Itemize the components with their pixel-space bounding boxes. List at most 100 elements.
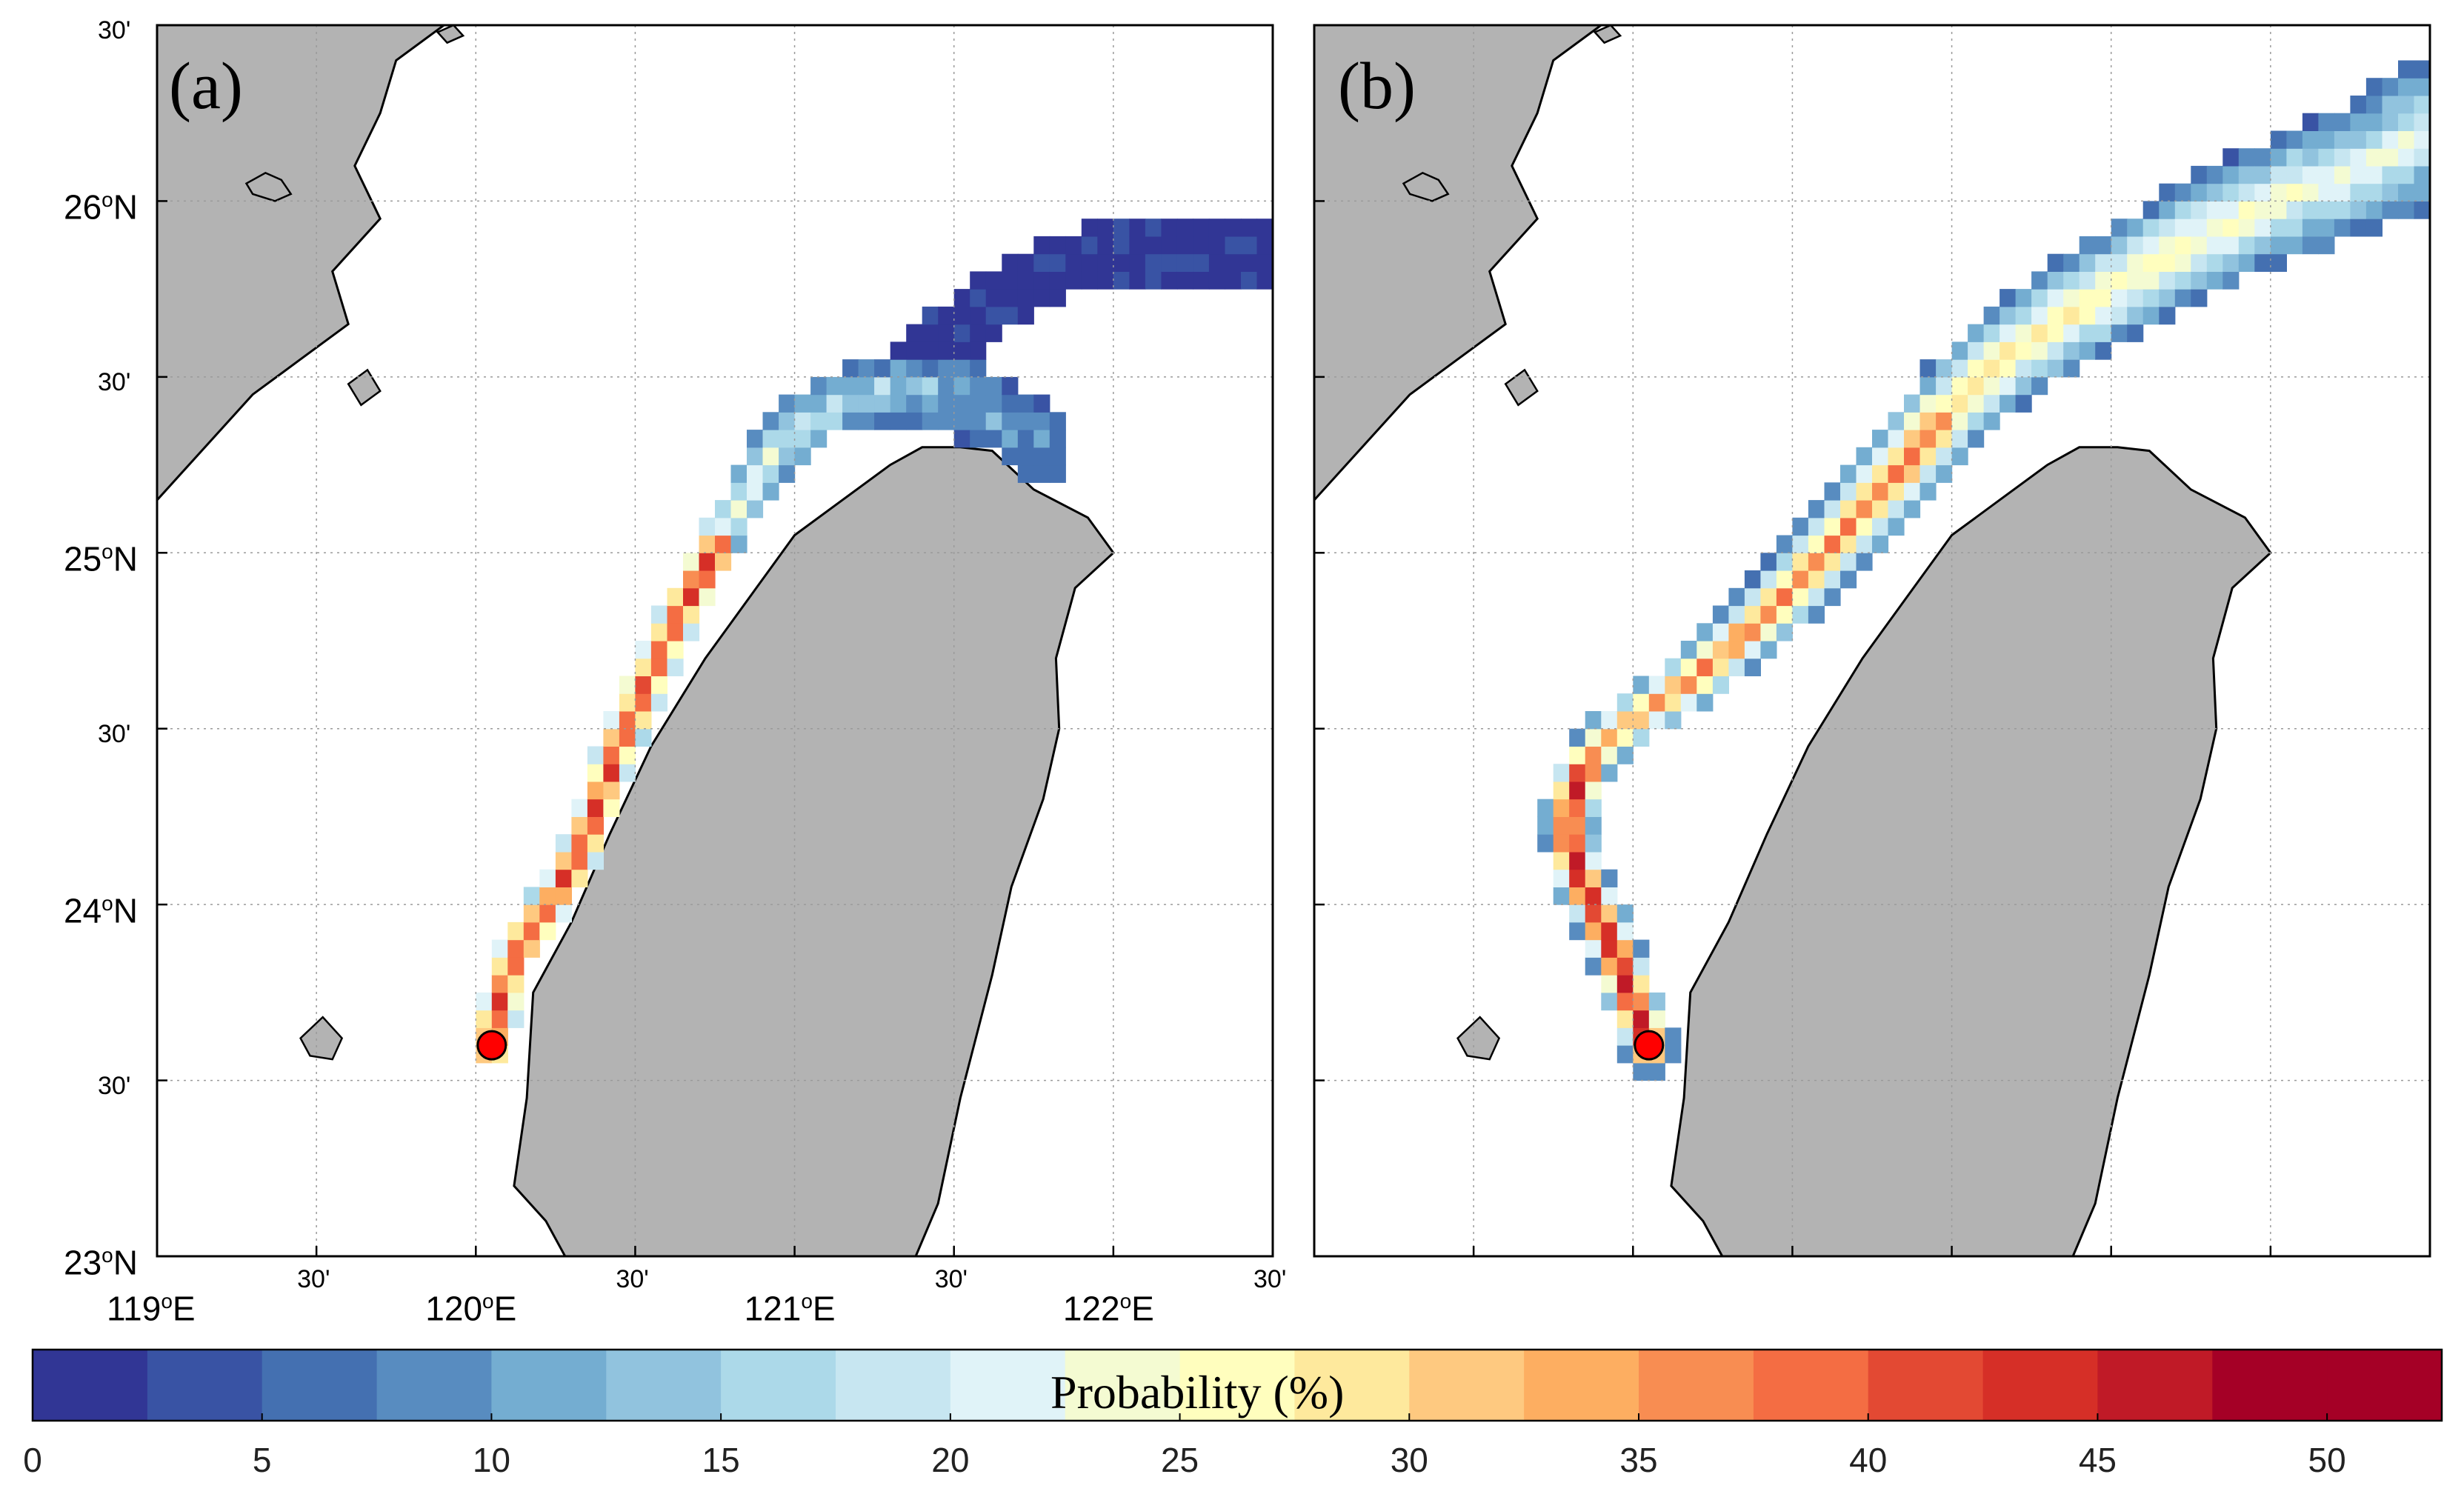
probability-cell [683,605,700,624]
probability-cell [1888,500,1905,519]
probability-cell [970,324,987,342]
probability-cell [2222,219,2240,237]
probability-cell [1697,676,1714,694]
probability-cell [1002,430,1019,448]
probability-cell [2270,201,2287,219]
probability-cell [1585,746,1602,764]
probability-cell [523,887,540,905]
probability-cell [491,992,508,1011]
probability-cell [1808,605,1825,624]
probability-cell [2031,289,2048,307]
probability-cell [1033,271,1050,290]
probability-cell [890,394,907,413]
probability-cell [2191,253,2208,272]
probability-cell [1904,412,1921,430]
probability-cell [2238,201,2255,219]
probability-cell [1888,430,1905,448]
probability-cell [2111,219,2128,237]
probability-cell [2270,148,2287,167]
probability-cell [1002,447,1019,466]
probability-cell [2334,165,2351,184]
probability-cell [2111,253,2128,272]
probability-cell [2254,165,2271,184]
probability-cell [874,412,891,430]
probability-cell [2159,236,2176,255]
probability-cell [2142,236,2160,255]
probability-cell [970,271,987,290]
probability-cell [1697,693,1714,712]
probability-cell [2302,236,2319,255]
probability-cell [810,430,828,448]
probability-cell [539,921,556,941]
probability-cell [953,306,970,325]
probability-cell [2095,289,2112,307]
probability-cell [2302,201,2319,219]
probability-cell [1904,430,1921,448]
probability-cell [715,535,732,553]
probability-cell [2382,78,2399,96]
probability-cell [1856,464,1873,483]
probability-cell [1808,553,1825,571]
colorbar-swatch [606,1350,722,1421]
probability-cell [1665,1045,1682,1064]
probability-cell [1936,376,1953,396]
probability-cell [491,939,508,958]
probability-cell [539,887,556,905]
probability-cell [2159,201,2176,219]
probability-cell [619,764,636,782]
colorbar-swatch [1753,1350,1869,1421]
probability-cell [1601,939,1618,958]
probability-cell [1129,253,1146,272]
probability-cell [985,430,1002,448]
probability-cell [1049,271,1066,290]
probability-cell [555,887,572,905]
probability-cell [2047,306,2064,325]
probability-cell [1193,236,1210,255]
probability-cell [922,412,939,430]
probability-cell [906,324,923,342]
probability-cell [2206,236,2223,255]
probability-cell [1951,430,1968,448]
probability-cell [2222,148,2240,167]
probability-cell [1002,271,1019,290]
probability-cell [2063,341,2080,360]
probability-cell [890,359,907,378]
probability-cell [2286,236,2303,255]
probability-cell [523,939,540,958]
probability-cell [1904,464,1921,483]
probability-cell [1999,394,2017,413]
probability-cell [1888,447,1905,466]
probability-cell [1856,447,1873,466]
probability-cell [2095,271,2112,290]
probability-cell [1776,605,1793,624]
probability-cell [2015,359,2032,378]
probability-cell [555,904,572,923]
probability-cell [1256,253,1273,272]
probability-cell [2031,324,2048,342]
probability-cell [1097,253,1114,272]
probability-cell [587,851,604,870]
probability-cell [667,658,684,676]
probability-cell [603,781,620,800]
probability-cell [970,394,987,413]
probability-cell [1872,517,1889,536]
probability-cell [1968,376,1985,396]
probability-cell [1553,781,1570,800]
probability-cell [2365,96,2383,114]
probability-cell [1856,500,1873,519]
probability-cell [619,728,636,747]
probability-cell [2174,201,2191,219]
probability-cell [667,641,684,659]
probability-cell [1616,975,1634,993]
probability-cell [762,464,779,483]
probability-cell [938,359,955,378]
probability-cell [2238,148,2255,167]
colorbar-tick-label: 50 [2308,1441,2346,1479]
probability-cell [1616,1010,1634,1028]
probability-cell [1129,236,1146,255]
probability-cell [762,430,779,448]
probability-cell [1193,219,1210,237]
probability-cell [1808,535,1825,553]
probability-cell [985,412,1002,430]
probability-cell [1616,939,1634,958]
